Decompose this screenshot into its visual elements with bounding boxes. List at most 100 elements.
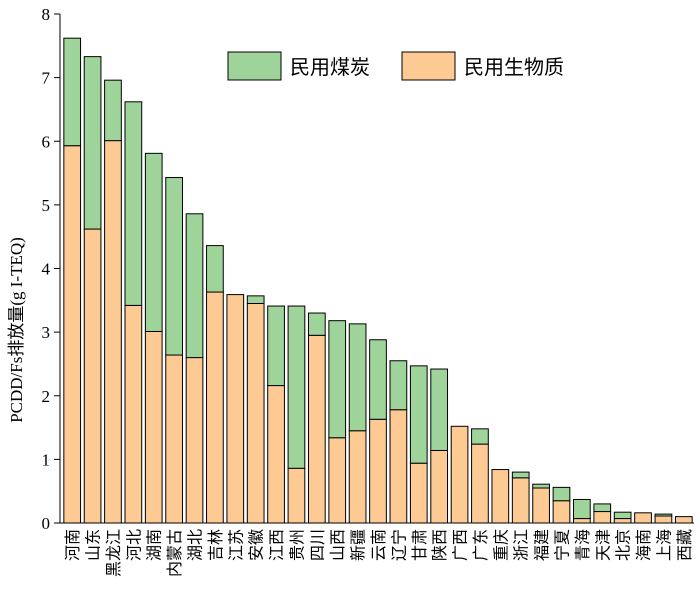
- bar-coal: [185, 213, 204, 359]
- bar-coal: [348, 323, 367, 432]
- x-category-label: 新疆: [349, 529, 368, 561]
- x-category-label: 西藏: [675, 529, 694, 561]
- bar-coal: [511, 471, 530, 479]
- bar-coal: [267, 305, 285, 387]
- bar-biomass: [206, 291, 224, 524]
- bar-biomass: [63, 145, 82, 524]
- x-category-label: 天津: [593, 529, 612, 561]
- bar-coal: [124, 101, 143, 306]
- y-tick-label: 1: [42, 450, 51, 469]
- x-category-label: 重庆: [491, 529, 510, 561]
- bar-biomass: [471, 443, 489, 524]
- x-category-label: 黑龙江: [104, 529, 123, 577]
- bar-biomass: [348, 430, 367, 524]
- bar-coal: [287, 305, 306, 469]
- bar-coal: [307, 312, 326, 336]
- bar-coal: [389, 360, 408, 411]
- bar-coal: [83, 56, 102, 230]
- y-tick-label: 0: [42, 514, 51, 533]
- x-category-label: 甘肃: [410, 529, 429, 561]
- bar-biomass: [552, 500, 571, 524]
- bar-coal: [144, 152, 163, 332]
- x-category-label: 福建: [532, 529, 551, 561]
- x-category-label: 浙江: [512, 529, 531, 561]
- y-tick-label: 4: [42, 260, 51, 279]
- bar-coal: [63, 37, 82, 147]
- legend-label: 民用煤炭: [290, 55, 370, 79]
- y-ticks-group: 0 1 2 3 4 5 6 7 8: [42, 5, 60, 533]
- x-category-label: 湖北: [186, 529, 205, 561]
- bar-biomass: [654, 515, 673, 524]
- x-category-label: 内蒙古: [165, 529, 184, 577]
- bar-biomass: [144, 330, 163, 524]
- bar-biomass: [389, 409, 408, 524]
- bar-biomass: [450, 425, 469, 524]
- y-tick-label: 8: [42, 5, 51, 24]
- x-category-label: 上海: [654, 529, 673, 561]
- legend-swatch: [401, 51, 456, 81]
- x-category-label: 云南: [369, 529, 388, 561]
- bar-coal: [369, 339, 387, 420]
- bar-biomass: [613, 518, 632, 524]
- bar-coal: [328, 320, 347, 439]
- x-category-label: 青海: [573, 529, 592, 561]
- x-category-label: 宁夏: [552, 529, 571, 561]
- x-categories-group: 河南 山东 黑龙江 河北 湖南 内蒙古 湖北 吉林 江苏 安徽 江西 贵州 四川 山西 新疆 云南 辽宁 甘肃 陕西…: [63, 529, 694, 577]
- bar-biomass: [430, 449, 449, 524]
- y-axis-label: PCDD/Fs排放量(g I-TEQ): [7, 237, 26, 423]
- bar-coal: [573, 498, 591, 520]
- x-category-label: 江苏: [226, 529, 245, 561]
- bar-coal: [613, 511, 632, 520]
- x-category-label: 湖南: [145, 529, 164, 561]
- y-tick-label: 2: [42, 387, 51, 406]
- bars-group: [63, 37, 693, 524]
- x-category-label: 河南: [63, 529, 82, 561]
- bar-coal: [471, 428, 489, 445]
- bar-biomass: [328, 437, 347, 524]
- bar-coal: [654, 513, 673, 517]
- bar-coal: [593, 503, 612, 513]
- x-category-label: 北京: [614, 529, 633, 561]
- bar-coal: [552, 486, 571, 502]
- bar-coal: [430, 368, 449, 451]
- x-category-label: 河北: [124, 529, 143, 561]
- bar-biomass: [634, 512, 652, 524]
- y-tick-label: 7: [42, 69, 51, 88]
- bar-biomass: [593, 511, 612, 524]
- bar-biomass: [124, 304, 143, 524]
- bar-coal: [246, 295, 265, 304]
- bar-coal: [165, 177, 183, 356]
- bar-biomass: [246, 302, 265, 524]
- bar-biomass: [532, 487, 550, 524]
- x-category-label: 山西: [328, 529, 347, 561]
- x-category-label: 四川: [308, 529, 327, 561]
- y-tick-label: 5: [42, 196, 51, 215]
- legend-swatch: [227, 51, 282, 81]
- x-category-label: 贵州: [287, 529, 306, 561]
- bar-biomass: [511, 477, 530, 524]
- bar-coal: [206, 245, 224, 293]
- x-category-label: 广西: [451, 529, 470, 561]
- x-category-label: 海南: [634, 529, 653, 561]
- bar-biomass: [83, 228, 102, 524]
- y-tick-label: 6: [42, 132, 51, 151]
- bar-biomass: [369, 418, 387, 524]
- x-category-label: 山东: [84, 529, 103, 561]
- y-tick-label: 3: [42, 323, 51, 342]
- bar-biomass: [226, 294, 245, 524]
- bar-coal: [104, 79, 122, 142]
- bar-coal: [532, 483, 550, 489]
- bar-biomass: [307, 334, 326, 524]
- x-category-label: 辽宁: [389, 529, 408, 561]
- x-category-label: 广东: [471, 529, 490, 561]
- legend-label: 民用生物质: [464, 55, 564, 79]
- bar-biomass: [491, 469, 510, 524]
- bar-biomass: [185, 357, 204, 524]
- bar-biomass: [674, 516, 693, 524]
- x-category-label: 安徽: [247, 529, 266, 561]
- legend: 民用煤炭 民用生物质: [227, 51, 564, 81]
- bar-biomass: [409, 462, 428, 524]
- bar-biomass: [267, 385, 285, 524]
- bar-biomass: [104, 140, 122, 524]
